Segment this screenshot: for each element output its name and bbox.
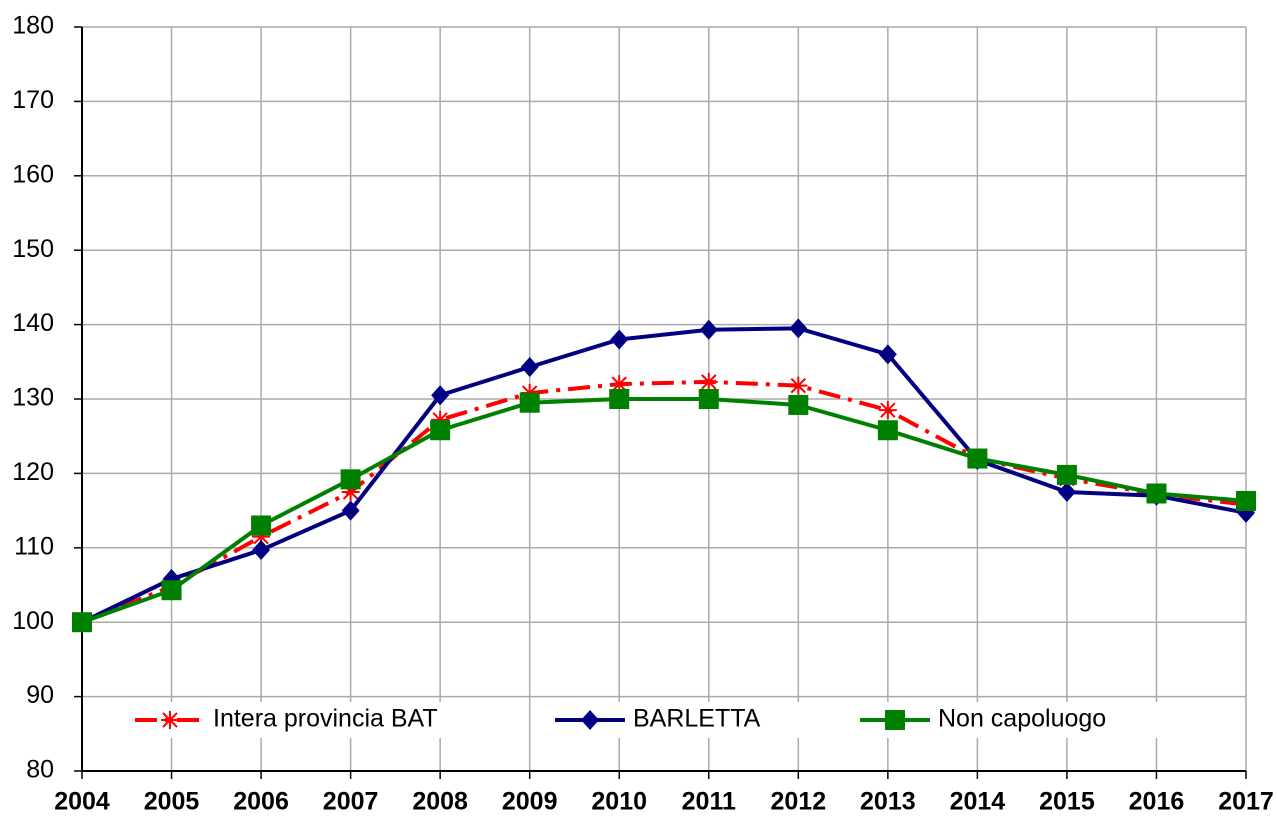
marker: [341, 483, 360, 501]
y-tick-label: 130: [12, 384, 54, 412]
x-tick-label: 2004: [54, 788, 110, 816]
y-tick-label: 110: [14, 532, 54, 560]
marker: [340, 469, 361, 490]
marker-shape: [1057, 482, 1076, 502]
marker: [1056, 464, 1077, 485]
marker-shape: [1056, 464, 1077, 485]
marker: [430, 420, 451, 441]
y-tick-label: 150: [12, 235, 54, 263]
x-tick-label: 2017: [1218, 788, 1274, 816]
marker-shape: [72, 612, 92, 633]
series-line: [81, 397, 1247, 625]
marker: [877, 420, 898, 441]
marker: [699, 372, 718, 391]
marker: [789, 376, 808, 395]
marker: [788, 394, 809, 415]
marker: [251, 515, 272, 536]
marker: [1057, 482, 1076, 502]
marker-shape: [252, 540, 271, 561]
x-tick-label: 2011: [682, 788, 736, 816]
x-tick-label: 2009: [502, 788, 558, 816]
marker-shape: [161, 580, 182, 601]
marker-shape: [341, 500, 360, 521]
marker-shape: [878, 344, 897, 365]
marker-shape: [520, 357, 539, 378]
y-tick-label: 170: [12, 86, 54, 114]
marker-shape: [251, 515, 272, 536]
x-tick-label: 2012: [770, 788, 826, 816]
y-tick-label: 90: [26, 681, 54, 709]
marker-shape: [1146, 483, 1167, 504]
marker-shape: [610, 329, 629, 350]
marker: [610, 375, 629, 394]
y-tick-label: 160: [12, 160, 54, 188]
marker-shape: [609, 389, 630, 409]
marker-shape: [699, 319, 718, 340]
marker-shape: [698, 389, 719, 409]
marker: [789, 318, 808, 339]
x-tick-label: 2015: [1039, 788, 1095, 816]
marker-shape: [1236, 490, 1256, 511]
legend-label: Non capoluogo: [938, 705, 1106, 733]
marker: [431, 385, 450, 406]
y-tick-label: 80: [26, 756, 54, 784]
marker: [252, 527, 271, 546]
marker: [878, 344, 897, 365]
marker-shape: [252, 527, 271, 546]
marker: [519, 392, 540, 413]
marker: [1146, 483, 1167, 504]
x-tick-label: 2007: [323, 788, 379, 816]
legend-marker: [161, 711, 179, 729]
marker-shape: [341, 483, 360, 501]
marker: [431, 410, 450, 429]
x-tick-label: 2008: [412, 788, 468, 816]
marker-shape: [431, 385, 450, 406]
marker-shape: [610, 375, 629, 394]
marker-shape: [581, 710, 599, 730]
marker-shape: [430, 420, 451, 441]
x-tick-label: 2010: [591, 788, 647, 816]
x-tick-label: 2005: [144, 788, 200, 816]
legend-label: BARLETTA: [633, 705, 761, 733]
marker-shape: [877, 420, 898, 441]
marker-shape: [967, 448, 988, 469]
series-line: [81, 379, 1247, 625]
x-tick-label: 2013: [860, 788, 916, 816]
legend-marker: [885, 710, 905, 730]
marker-shape: [789, 376, 808, 395]
marker-shape: [431, 410, 450, 429]
marker: [609, 389, 630, 409]
marker-shape: [885, 710, 905, 730]
x-tick-label: 2006: [233, 788, 289, 816]
marker: [699, 319, 718, 340]
marker-shape: [878, 401, 897, 420]
legend-marker: [581, 710, 599, 730]
marker-shape: [340, 469, 361, 490]
y-tick-label: 100: [12, 607, 54, 635]
marker-shape: [789, 318, 808, 339]
marker: [967, 448, 988, 469]
legend-label: Intera provincia BAT: [213, 705, 438, 733]
y-tick-label: 120: [12, 458, 54, 486]
x-tick-label: 2014: [950, 788, 1006, 816]
marker-shape: [788, 394, 809, 415]
x-tick-label: 2016: [1129, 788, 1185, 816]
marker: [72, 612, 92, 633]
marker: [161, 580, 182, 601]
marker-shape: [161, 711, 179, 729]
marker: [878, 401, 897, 420]
marker: [698, 389, 719, 409]
series-line: [81, 326, 1247, 625]
marker: [252, 540, 271, 561]
marker: [610, 329, 629, 350]
marker: [341, 500, 360, 521]
y-tick-label: 180: [12, 12, 54, 40]
marker-shape: [519, 392, 540, 413]
marker: [1236, 490, 1256, 511]
marker: [520, 357, 539, 378]
marker-shape: [699, 372, 718, 391]
y-tick-label: 140: [12, 309, 54, 337]
